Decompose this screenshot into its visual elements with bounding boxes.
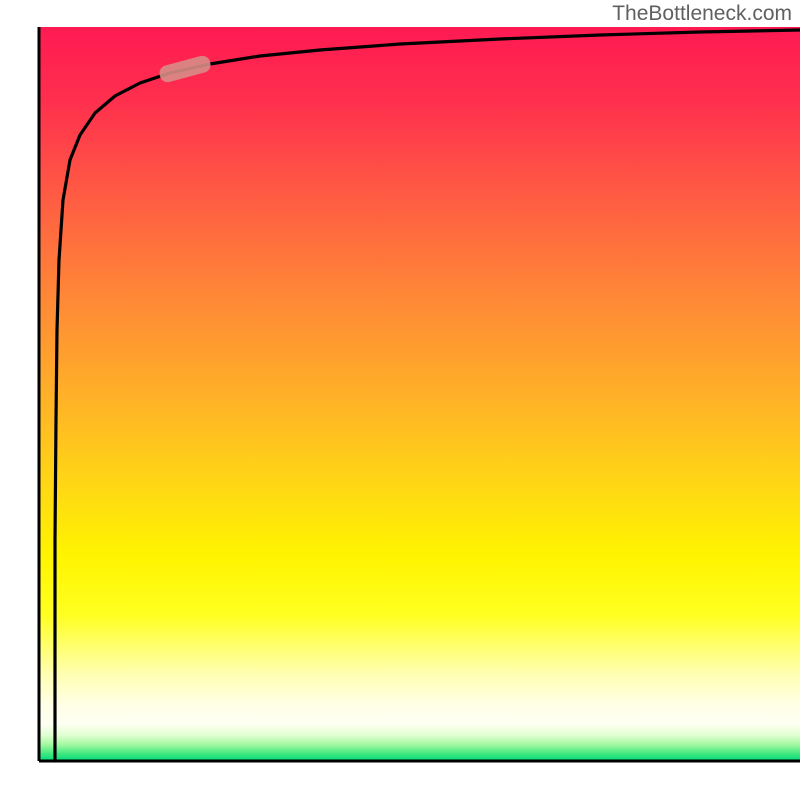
plot-background	[39, 27, 800, 761]
chart-svg	[0, 0, 800, 800]
chart-container: TheBottleneck.com	[0, 0, 800, 800]
watermark-text: TheBottleneck.com	[612, 2, 792, 26]
